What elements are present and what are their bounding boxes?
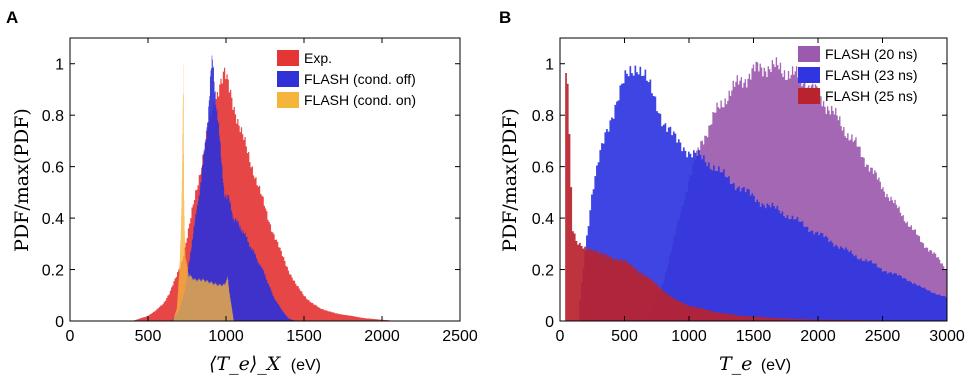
panel-b-x-axis-unit: (eV) [761, 357, 791, 374]
panel-a-y-ticks: 0 0.2 0.4 0.6 0.8 1 [42, 57, 460, 331]
x-tick-label: 500 [135, 328, 162, 345]
panel-b-series-group [565, 57, 947, 321]
panel-a-y-axis-label: PDF/max(PDF) [11, 108, 33, 252]
legend-swatch [798, 46, 820, 62]
panel-b-x-axis-math: T_e [719, 353, 752, 375]
series-area-flash-23 [579, 65, 947, 321]
y-tick-label: 0.8 [42, 108, 64, 125]
x-tick-label: 1500 [286, 328, 322, 345]
y-tick-label: 0.6 [532, 160, 554, 177]
y-tick-label: 1 [545, 57, 554, 74]
panel-a-x-ticks: 0 500 1000 1500 2000 2500 [66, 38, 478, 345]
panel-a-series-group [132, 55, 398, 321]
panel-label-a: A [6, 8, 18, 27]
panel-b: B 0 500 1000 1500 2000 2500 3000 0 0.2 0.4 0.6 0.8… [499, 8, 965, 375]
y-tick-label: 0.2 [42, 263, 64, 280]
panel-b-plot-area [565, 57, 947, 321]
y-tick-label: 0 [545, 314, 554, 331]
panel-a-x-axis-math: ⟨T_e⟩_X [209, 353, 282, 375]
panel-b-x-ticks: 0 500 1000 1500 2000 2500 3000 [556, 38, 965, 345]
x-tick-label: 0 [556, 328, 565, 345]
x-tick-label: 1500 [736, 328, 772, 345]
legend-label: FLASH (20 ns) [825, 46, 918, 62]
panel-a-x-axis-unit: (eV) [291, 357, 321, 374]
panel-label-b: B [499, 8, 511, 27]
x-tick-label: 3000 [929, 328, 965, 345]
x-tick-label: 500 [611, 328, 638, 345]
y-tick-label: 0.8 [532, 108, 554, 125]
panel-a-x-axis-label: ⟨T_e⟩_X (eV) [209, 353, 321, 375]
legend-label: FLASH (cond. off) [304, 71, 416, 87]
series-area-flash-25 [565, 72, 947, 321]
panel-b-y-ticks: 0 0.2 0.4 0.6 0.8 1 [532, 57, 947, 331]
x-tick-label: 2000 [800, 328, 836, 345]
series-area-flash-off [171, 55, 297, 321]
x-tick-label: 2000 [364, 328, 400, 345]
legend-swatch [277, 71, 299, 87]
x-tick-label: 1000 [208, 328, 244, 345]
series-area-flash-on [172, 64, 234, 321]
x-tick-label: 2500 [442, 328, 478, 345]
panel-a-legend: Exp. FLASH (cond. off) FLASH (cond. on) [277, 50, 416, 108]
panel-b-legend: FLASH (20 ns) FLASH (23 ns) FLASH (25 ns) [798, 46, 918, 104]
x-tick-label: 2500 [865, 328, 901, 345]
legend-swatch [277, 92, 299, 108]
legend-label: FLASH (25 ns) [825, 88, 918, 104]
legend-swatch [798, 67, 820, 83]
y-tick-label: 0.2 [532, 263, 554, 280]
legend-label: FLASH (cond. on) [304, 92, 416, 108]
panel-b-y-axis-label: PDF/max(PDF) [499, 108, 521, 252]
y-tick-label: 0.4 [42, 211, 64, 228]
panel-b-x-axis-label: T_e (eV) [719, 353, 791, 375]
panel-a-plot-area [132, 55, 398, 321]
y-tick-label: 0 [55, 314, 64, 331]
legend-label: Exp. [304, 50, 332, 66]
legend-label: FLASH (23 ns) [825, 67, 918, 83]
legend-swatch [798, 88, 820, 104]
panel-a: A 0 500 1000 1500 2000 2500 0 0.2 0.4 0.6 0.8 1 PD… [6, 8, 478, 375]
legend-swatch [277, 50, 299, 66]
y-tick-label: 1 [55, 57, 64, 74]
y-tick-label: 0.4 [532, 211, 554, 228]
x-tick-label: 0 [66, 328, 75, 345]
x-tick-label: 1000 [671, 328, 707, 345]
y-tick-label: 0.6 [42, 160, 64, 177]
panel-a-frame [69, 37, 461, 322]
